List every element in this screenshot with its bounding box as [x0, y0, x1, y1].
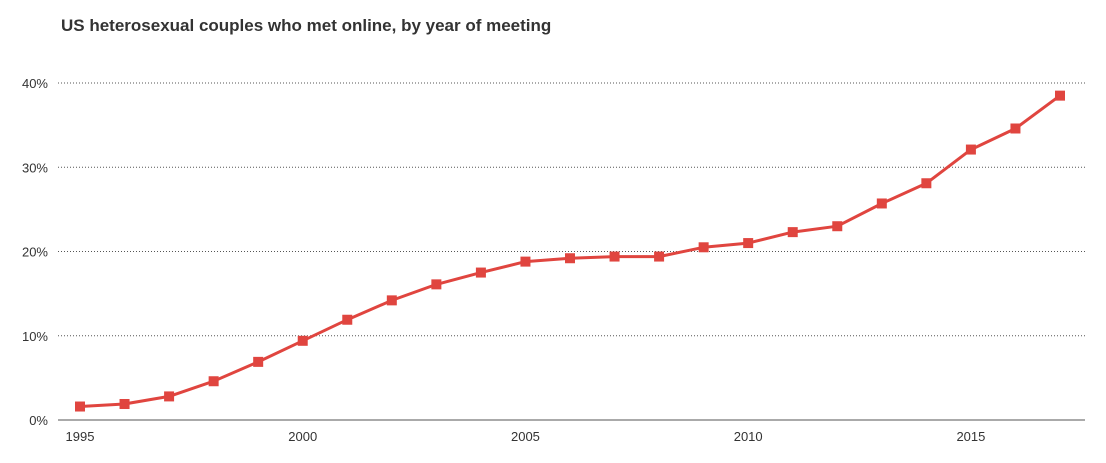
y-tick-label: 40%	[22, 76, 48, 91]
data-point	[475, 267, 486, 278]
data-point	[698, 242, 709, 253]
data-point	[876, 198, 887, 209]
y-tick-label: 20%	[22, 245, 48, 260]
y-tick-label: 30%	[22, 160, 48, 175]
data-point	[609, 251, 620, 262]
data-point	[1010, 123, 1021, 134]
data-point	[787, 227, 798, 238]
data-point	[921, 178, 932, 189]
data-point	[342, 314, 353, 325]
chart-title: US heterosexual couples who met online, …	[61, 16, 552, 35]
x-tick-label: 2000	[288, 429, 317, 444]
data-point	[208, 376, 219, 387]
data-point	[965, 144, 976, 155]
y-tick-label: 0%	[29, 413, 48, 428]
x-tick-label: 2015	[956, 429, 985, 444]
data-point	[1055, 90, 1065, 101]
data-point	[386, 295, 397, 306]
data-point	[832, 221, 843, 232]
data-point	[743, 238, 754, 249]
gridlines	[58, 82, 1085, 337]
y-axis-tick-labels: 0% 10% 20% 30% 40%	[22, 76, 48, 428]
x-tick-label: 2010	[734, 429, 763, 444]
series-layer	[75, 90, 1065, 412]
data-point	[164, 391, 175, 402]
data-point	[431, 279, 442, 290]
x-tick-label: 1995	[66, 429, 95, 444]
data-point	[253, 356, 264, 367]
data-point	[119, 398, 130, 409]
data-point	[565, 253, 575, 264]
y-tick-label: 10%	[22, 329, 48, 344]
data-point	[520, 256, 531, 267]
x-tick-label: 2005	[511, 429, 540, 444]
x-axis-tick-labels: 1995 2000 2005 2010 2015	[66, 429, 986, 444]
data-point	[75, 401, 85, 412]
data-point	[297, 335, 308, 346]
data-point	[654, 251, 665, 262]
